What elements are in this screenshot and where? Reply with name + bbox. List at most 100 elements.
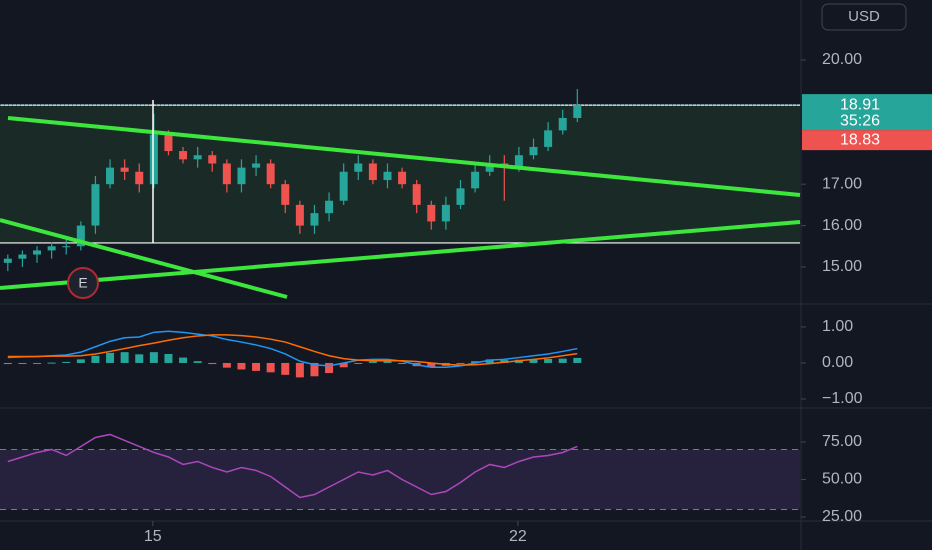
- candle-body: [91, 184, 100, 226]
- histogram-bar: [544, 359, 553, 363]
- currency-label: USD: [848, 8, 880, 25]
- candle-body: [106, 167, 115, 185]
- candle-body: [383, 171, 392, 181]
- candle-body: [368, 163, 377, 181]
- candle-body: [281, 184, 290, 205]
- candle-body: [441, 204, 450, 222]
- histogram-bar: [120, 352, 129, 363]
- y-tick-label: 15.00: [822, 258, 862, 275]
- histogram-bar: [573, 357, 582, 363]
- trend-line: [7, 116, 801, 197]
- candle-body: [529, 146, 538, 156]
- candle-body: [33, 250, 42, 255]
- candle-body: [427, 204, 436, 222]
- y-tick-label: 1.00: [822, 318, 853, 335]
- histogram-bar: [237, 362, 246, 370]
- candle-body: [544, 130, 553, 147]
- x-tick-label: 22: [509, 528, 527, 545]
- trend-line: [0, 218, 288, 299]
- candle-body: [456, 188, 465, 205]
- histogram-bar: [62, 361, 71, 363]
- indicator-line: [7, 433, 578, 499]
- histogram-bar: [485, 359, 494, 363]
- candle-body: [471, 171, 480, 189]
- candle-body: [237, 167, 246, 185]
- candle-body: [135, 171, 144, 185]
- event-label: E: [78, 275, 87, 291]
- last-price-box: [802, 94, 932, 131]
- y-tick-label: 16.00: [822, 217, 862, 234]
- histogram-bar: [354, 362, 363, 364]
- candle-body: [208, 155, 217, 164]
- indicator-line: [7, 330, 578, 369]
- candle-body: [120, 167, 129, 172]
- histogram-bar: [33, 362, 42, 364]
- candle-body: [164, 134, 173, 152]
- histogram-bar: [47, 362, 56, 364]
- histogram-bar: [383, 361, 392, 363]
- candle-body: [573, 105, 582, 118]
- histogram-bar: [18, 362, 27, 364]
- currency-button[interactable]: [821, 3, 907, 31]
- histogram-bar: [135, 354, 144, 363]
- histogram-bar: [149, 352, 158, 363]
- histogram-bar: [222, 362, 231, 368]
- histogram-bar: [529, 359, 538, 363]
- candle-body: [47, 246, 56, 251]
- candle-body: [558, 117, 567, 131]
- candle-body: [398, 171, 407, 185]
- event-marker: [67, 267, 99, 299]
- candle-body: [485, 163, 494, 172]
- y-tick-label: 25.00: [822, 508, 862, 525]
- candle-body: [339, 171, 348, 201]
- histogram-bar: [456, 362, 465, 364]
- candle-body: [266, 163, 275, 185]
- candle-body: [76, 225, 85, 247]
- x-tick-label: 15: [144, 528, 162, 545]
- histogram-bar: [164, 353, 173, 363]
- histogram-bar: [558, 358, 567, 363]
- candle-body: [18, 254, 27, 259]
- drawings: [0, 100, 801, 299]
- marks-layer: [3, 88, 582, 499]
- histogram-bar: [325, 362, 334, 374]
- candle-body: [3, 258, 12, 263]
- last-price-label: 18.91: [840, 96, 880, 113]
- histogram-bar: [193, 361, 202, 363]
- y-tick-label: −1.00: [822, 390, 863, 407]
- y-tick-label: 50.00: [822, 471, 862, 488]
- y-tick-label: 75.00: [822, 433, 862, 450]
- histogram-bar: [398, 362, 407, 364]
- histogram-bar: [252, 362, 261, 371]
- histogram-bar: [295, 362, 304, 378]
- y-tick-label: 20.00: [822, 51, 862, 68]
- indicator-line: [7, 334, 578, 366]
- candle-body: [354, 163, 363, 172]
- candle-body: [193, 155, 202, 160]
- histogram-bar: [179, 357, 188, 363]
- histogram-bar: [339, 362, 348, 368]
- candle-body: [295, 204, 304, 226]
- candle-body: [222, 163, 231, 185]
- second-price-label: 18.83: [840, 131, 880, 148]
- candle-body: [412, 184, 421, 205]
- histogram-bar: [310, 362, 319, 377]
- candle-body: [514, 155, 523, 168]
- rsi-band: [0, 449, 800, 510]
- histogram-bar: [91, 355, 100, 363]
- countdown-label: 35:26: [840, 112, 880, 129]
- histogram-bar: [76, 359, 85, 363]
- histogram-bar: [3, 362, 12, 365]
- histogram-bar: [471, 361, 480, 363]
- candle-body: [310, 213, 319, 226]
- candle-body: [149, 134, 158, 185]
- candle-body: [252, 163, 261, 168]
- histogram-bar: [266, 362, 275, 373]
- histogram-bar: [208, 362, 217, 365]
- candle-body: [179, 151, 188, 160]
- histogram-bar: [106, 352, 115, 363]
- y-tick-label: 17.00: [822, 175, 862, 192]
- second-price-box: [802, 130, 932, 151]
- histogram-bar: [368, 361, 377, 363]
